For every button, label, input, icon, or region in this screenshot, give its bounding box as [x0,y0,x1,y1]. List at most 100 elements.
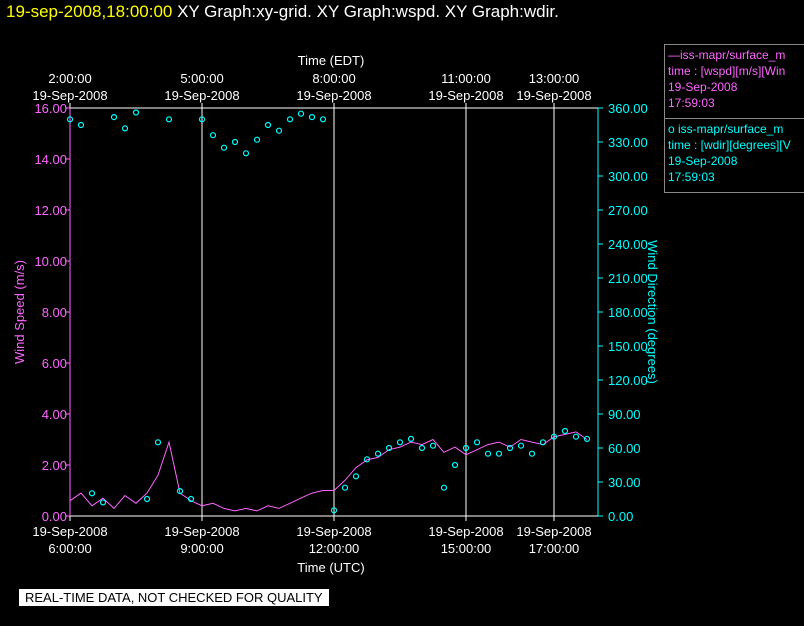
wdir-point-2 [88,490,96,497]
wdir-point-18 [264,121,272,129]
bottom-axis-title: Time (UTC) [297,560,364,575]
top-tick-time-3: 11:00:00 [441,71,491,86]
wdir-point-16 [242,150,250,157]
wdir-point-6 [132,109,140,116]
top-tick-date-3: 19-Sep-2008 [428,88,503,103]
right-tick-label-10: 300.00 [608,169,648,184]
wdir-point-45 [561,427,569,435]
wdir-point-41 [517,442,525,449]
wdir-point-30 [396,439,404,446]
bottom-tick-time-1: 9:00:00 [180,541,223,556]
left-tick-label-0: 0.00 [42,509,67,524]
wdir-point-26 [352,473,360,480]
wdir-point-40 [506,444,514,452]
top-tick-date-2: 19-Sep-2008 [296,88,371,103]
legend-wdir: o iss-mapr/surface_m time : [wdir][degre… [668,121,791,185]
legend-wdir-line-2: time : [wdir][degrees][V [668,138,791,152]
grid-lines [69,108,555,516]
bottom-tick-time-0: 6:00:00 [48,541,91,556]
legend: —iss-mapr/surface_m time : [wspd][m/s][W… [664,44,804,193]
right-tick-label-12: 360.00 [608,101,648,116]
left-tick-label-7: 14.00 [34,152,67,167]
left-tick-label-8: 16.00 [34,101,67,116]
bottom-tick-date-2: 19-Sep-2008 [296,524,371,539]
top-tick-time-2: 8:00:00 [312,71,355,86]
wdir-point-13 [209,132,217,139]
top-tick-time-0: 2:00:00 [48,71,91,86]
right-tick-label-11: 330.00 [608,135,648,150]
wdir-point-34 [440,484,448,491]
wdir-point-32 [418,444,426,452]
axes [65,103,603,521]
wdir-point-4 [110,113,118,121]
wdir-point-14 [220,144,228,151]
top-tick-date-1: 19-Sep-2008 [164,88,239,103]
left-tick-label-6: 12.00 [34,203,67,218]
wdir-point-10 [176,488,184,495]
right-tick-label-4: 120.00 [608,373,648,388]
wdir-point-29 [385,444,393,452]
left-tick-label-3: 6.00 [42,356,67,371]
wdir-point-21 [297,110,305,117]
wdir-point-17 [253,136,261,143]
bottom-tick-date-1: 19-Sep-2008 [164,524,239,539]
bottom-tick-date-3: 19-Sep-2008 [428,524,503,539]
right-tick-label-1: 30.00 [608,475,641,490]
wdir-point-3 [99,499,107,506]
left-tick-label-5: 10.00 [34,254,67,269]
right-axis-title: Wind Direction (degrees) [645,240,660,384]
wdir-point-5 [121,125,129,132]
wdir-point-44 [550,433,558,440]
legend-wdir-line-3: 19-Sep-2008 [668,154,738,168]
wdir-point-36 [462,444,470,452]
wdir-point-20 [286,116,294,123]
wdir-point-47 [583,435,591,442]
graph-header: 19-sep-2008,18:00:00 XY Graph:xy-grid. X… [6,2,559,22]
wdir-point-31 [407,435,415,442]
wdir-point-35 [451,461,459,469]
wdir-point-25 [341,484,349,491]
header-datetime: 19-sep-2008,18:00:00 [6,2,173,21]
wdir-point-12 [198,116,206,123]
wdir-point-46 [572,433,580,440]
wdir-point-9 [165,116,173,123]
wdir-point-15 [231,138,239,146]
right-tick-label-7: 210.00 [608,271,648,286]
right-tick-label-0: 0.00 [608,509,633,524]
left-tick-label-2: 4.00 [42,407,67,422]
legend-wspd-line-1: —iss-mapr/surface_m [668,48,786,62]
wdir-point-24 [330,507,338,514]
left-axis-title: Wind Speed (m/s) [12,260,27,364]
bottom-tick-time-3: 15:00:00 [441,541,492,556]
wdir-point-27 [363,456,371,463]
right-tick-label-6: 180.00 [608,305,648,320]
wdir-point-42 [528,450,536,457]
right-tick-label-5: 150.00 [608,339,648,354]
right-tick-label-9: 270.00 [608,203,648,218]
left-tick-label-1: 2.00 [42,458,67,473]
legend-wdir-line-1: o iss-mapr/surface_m [668,122,784,136]
axis-labels: 0.00 2.00 4.00 6.00 8.00 10.00 12.00 14.00 16.00… [12,53,660,575]
legend-separator [665,118,804,119]
legend-wdir-line-4: 17:59:03 [668,170,715,184]
wdir-point-8 [154,439,162,446]
wdir-point-0 [66,116,74,123]
right-tick-label-3: 90.00 [608,407,641,422]
series-layer [66,109,591,514]
header-graph-list: XY Graph:xy-grid. XY Graph:wspd. XY Grap… [172,2,559,21]
top-tick-date-0: 19-Sep-2008 [32,88,107,103]
bottom-tick-date-4: 19-Sep-2008 [516,524,591,539]
wdir-point-28 [374,450,382,457]
wdir-point-19 [275,127,283,134]
top-tick-date-4: 19-Sep-2008 [516,88,591,103]
right-tick-label-8: 240.00 [608,237,648,252]
left-tick-label-4: 8.00 [42,305,67,320]
wdir-point-7 [143,495,151,503]
top-tick-time-1: 5:00:00 [180,71,223,86]
legend-wspd-line-3: 19-Sep-2008 [668,80,738,94]
legend-bottom-border [665,192,804,193]
wdir-point-22 [308,113,316,121]
quality-notice: REAL-TIME DATA, NOT CHECKED FOR QUALITY [19,589,329,606]
top-tick-time-4: 13:00:00 [529,71,580,86]
